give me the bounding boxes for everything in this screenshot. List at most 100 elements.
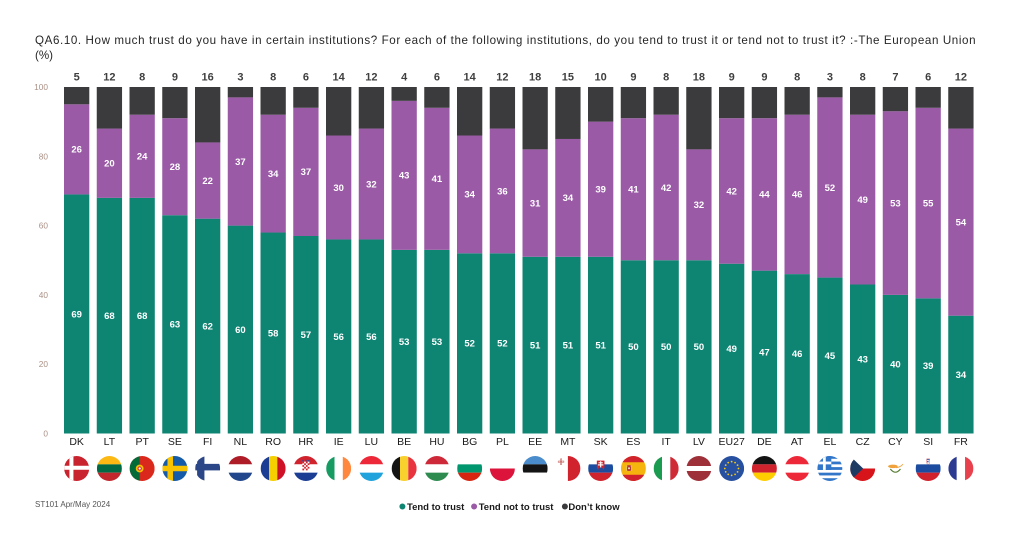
svg-text:58: 58 [268, 328, 279, 339]
svg-text:8: 8 [860, 72, 866, 84]
svg-text:6: 6 [925, 72, 931, 84]
svg-text:50: 50 [694, 342, 705, 353]
svg-text:18: 18 [693, 72, 705, 84]
svg-text:Don’t know: Don’t know [568, 502, 620, 513]
svg-text:47: 47 [759, 347, 770, 358]
svg-text:20: 20 [39, 359, 49, 369]
svg-text:9: 9 [172, 72, 178, 84]
svg-text:MT: MT [560, 436, 576, 448]
svg-text:PL: PL [496, 436, 509, 448]
svg-text:46: 46 [792, 190, 803, 201]
svg-text:45: 45 [825, 351, 836, 362]
svg-text:26: 26 [71, 145, 82, 156]
svg-text:QA6.10. How much trust do you: QA6.10. How much trust do you have in ce… [35, 34, 976, 47]
svg-text:BE: BE [397, 436, 411, 448]
svg-text:5: 5 [74, 72, 80, 84]
svg-text:8: 8 [139, 72, 145, 84]
svg-text:60: 60 [235, 325, 246, 336]
svg-text:FR: FR [954, 436, 968, 448]
svg-text:DE: DE [757, 436, 772, 448]
svg-text:34: 34 [268, 169, 279, 180]
svg-text:55: 55 [923, 198, 934, 209]
svg-text:41: 41 [628, 185, 639, 196]
svg-text:SE: SE [168, 436, 182, 448]
svg-text:36: 36 [497, 186, 508, 197]
svg-text:43: 43 [857, 354, 868, 365]
svg-text:16: 16 [202, 72, 214, 84]
svg-text:12: 12 [103, 72, 115, 84]
svg-text:49: 49 [857, 195, 868, 206]
svg-text:51: 51 [530, 340, 541, 351]
svg-text:NL: NL [234, 436, 248, 448]
svg-text:SI: SI [923, 436, 933, 448]
svg-text:LU: LU [365, 436, 378, 448]
svg-text:9: 9 [761, 72, 767, 84]
svg-text:6: 6 [303, 72, 309, 84]
svg-text:14: 14 [464, 72, 477, 84]
svg-text:63: 63 [170, 320, 181, 331]
svg-text:BG: BG [462, 436, 477, 448]
svg-text:31: 31 [530, 198, 541, 209]
svg-text:40: 40 [39, 290, 49, 300]
svg-text:51: 51 [563, 340, 574, 351]
svg-text:EL: EL [823, 436, 836, 448]
svg-text:28: 28 [170, 162, 181, 173]
svg-text:PT: PT [135, 436, 149, 448]
svg-text:68: 68 [104, 311, 115, 322]
svg-text:56: 56 [366, 332, 377, 343]
svg-text:9: 9 [729, 72, 735, 84]
svg-text:20: 20 [104, 159, 115, 170]
svg-text:54: 54 [956, 217, 967, 228]
svg-text:IT: IT [661, 436, 671, 448]
svg-text:60: 60 [39, 221, 49, 231]
svg-text:43: 43 [399, 171, 410, 182]
svg-text:8: 8 [794, 72, 800, 84]
svg-text:IE: IE [334, 436, 344, 448]
svg-text:46: 46 [792, 349, 803, 360]
svg-text:62: 62 [202, 321, 213, 332]
svg-text:53: 53 [432, 337, 443, 348]
svg-text:FI: FI [203, 436, 212, 448]
svg-text:68: 68 [137, 311, 148, 322]
svg-text:56: 56 [333, 332, 344, 343]
svg-text:34: 34 [956, 370, 967, 381]
svg-text:RO: RO [265, 436, 281, 448]
svg-text:69: 69 [71, 309, 82, 320]
svg-text:HR: HR [298, 436, 314, 448]
svg-text:SK: SK [594, 436, 608, 448]
svg-text:50: 50 [661, 342, 672, 353]
svg-text:37: 37 [301, 167, 312, 178]
svg-text:44: 44 [759, 190, 770, 201]
svg-text:30: 30 [333, 183, 344, 194]
svg-text:7: 7 [892, 72, 898, 84]
svg-text:14: 14 [333, 72, 346, 84]
svg-text:34: 34 [464, 190, 475, 201]
svg-text:39: 39 [595, 185, 606, 196]
svg-text:3: 3 [237, 72, 243, 84]
svg-text:HU: HU [429, 436, 444, 448]
svg-text:DK: DK [69, 436, 84, 448]
svg-text:24: 24 [137, 152, 148, 163]
svg-text:37: 37 [235, 157, 246, 168]
svg-text:52: 52 [464, 339, 475, 350]
svg-text:32: 32 [694, 200, 705, 211]
svg-text:32: 32 [366, 179, 377, 190]
svg-text:100: 100 [34, 82, 48, 92]
svg-text:52: 52 [497, 339, 508, 350]
svg-text:Tend not to trust: Tend not to trust [479, 502, 555, 513]
svg-text:8: 8 [663, 72, 669, 84]
svg-text:CY: CY [888, 436, 903, 448]
svg-text:52: 52 [825, 183, 836, 194]
svg-text:12: 12 [955, 72, 967, 84]
svg-text:49: 49 [726, 344, 737, 355]
svg-text:4: 4 [401, 72, 408, 84]
svg-text:Tend to trust: Tend to trust [407, 502, 465, 513]
svg-text:22: 22 [202, 176, 213, 187]
svg-text:51: 51 [595, 340, 606, 351]
svg-text:18: 18 [529, 72, 541, 84]
svg-text:34: 34 [563, 193, 574, 204]
svg-text:50: 50 [628, 342, 639, 353]
svg-text:LT: LT [104, 436, 116, 448]
svg-text:53: 53 [890, 198, 901, 209]
svg-text:EU27: EU27 [719, 436, 745, 448]
